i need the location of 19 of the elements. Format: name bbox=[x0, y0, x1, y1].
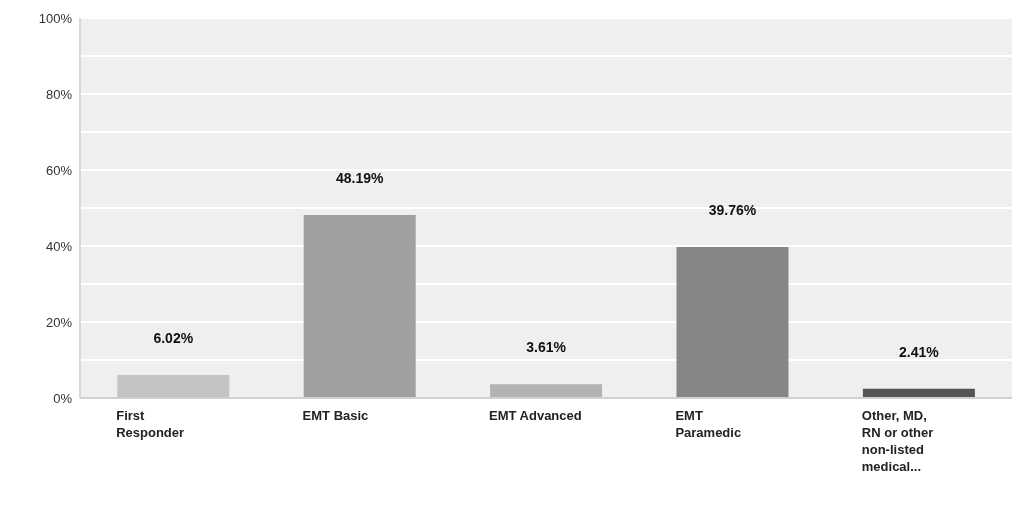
x-tick-label: First Responder bbox=[116, 408, 185, 440]
bar bbox=[490, 384, 603, 398]
y-tick-label: 60% bbox=[45, 162, 73, 178]
data-label: 2.41% bbox=[899, 343, 940, 360]
y-tick-label: 40% bbox=[45, 238, 73, 254]
bar bbox=[303, 214, 416, 398]
data-label: 3.61% bbox=[526, 339, 567, 356]
y-tick-label: 100% bbox=[38, 10, 73, 26]
y-tick-label: 80% bbox=[45, 86, 73, 102]
x-tick-label: EMT Basic bbox=[302, 408, 369, 423]
x-tick-label: EMT Advanced bbox=[489, 408, 582, 423]
data-label: 6.02% bbox=[153, 330, 194, 347]
y-tick-label: 0% bbox=[53, 390, 73, 406]
data-label: 48.19% bbox=[335, 169, 384, 186]
x-tick-label: EMT Paramedic bbox=[675, 408, 742, 440]
y-tick-label: 20% bbox=[45, 314, 73, 330]
data-label: 39.76% bbox=[708, 201, 757, 218]
bar bbox=[676, 246, 789, 398]
x-tick-label: Other, MD, RN or other non-listed medical... bbox=[861, 408, 934, 474]
